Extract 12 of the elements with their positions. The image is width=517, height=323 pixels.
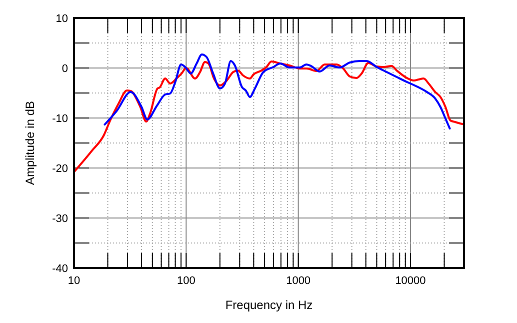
- x-tick-label: 10: [68, 275, 80, 287]
- y-tick-label: 0: [62, 63, 68, 75]
- y-tick-label: -10: [52, 113, 68, 125]
- y-tick-label: -20: [52, 163, 68, 175]
- x-tick-label: 1000: [286, 275, 311, 287]
- y-tick-label: -40: [52, 263, 68, 275]
- x-axis-title: Frequency in Hz: [225, 298, 313, 312]
- x-tick-label: 10000: [395, 275, 426, 287]
- y-axis-title: Amplitude in dB: [23, 100, 37, 186]
- y-tick-label: -30: [52, 213, 68, 225]
- x-tick-label: 100: [176, 275, 196, 287]
- y-tick-label: 10: [56, 13, 68, 25]
